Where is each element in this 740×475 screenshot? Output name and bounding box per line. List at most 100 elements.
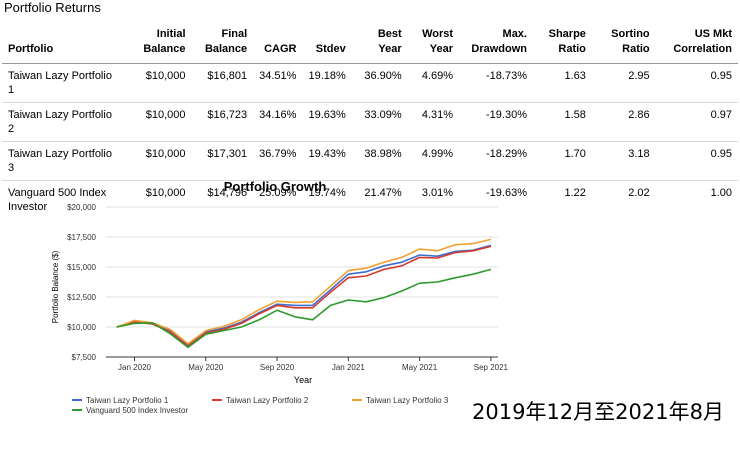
- cell-best-year: 21.47%: [364, 187, 402, 199]
- header-max-drawdown: Max. Drawdown: [459, 24, 533, 64]
- header-portfolio: Portfolio: [2, 24, 126, 64]
- cell-max-drawdown: -18.29%: [459, 141, 533, 181]
- y-tick-label: $10,000: [67, 323, 96, 332]
- cell-best-year: 36.90%: [351, 63, 408, 103]
- cell-final-balance: $16,723: [191, 102, 254, 142]
- cell-cagr: 25.09%: [259, 187, 297, 199]
- legend-item: Vanguard 500 Index Investor: [72, 406, 188, 415]
- table-row: Vanguard 500 Index Investor $10,000 $14,79…: [2, 181, 738, 220]
- cell-final-balance: $14,796: [207, 187, 248, 199]
- cell-final-balance: $17,301: [191, 141, 254, 181]
- table-row: Taiwan Lazy Portfolio 2 $10,000 $16,723 34.…: [2, 102, 738, 142]
- header-text: Sharpe: [548, 28, 586, 40]
- cell-initial-balance: $10,000: [125, 102, 192, 142]
- header-sharpe-ratio: Sharpe Ratio: [533, 24, 592, 64]
- header-text: Initial: [156, 28, 186, 40]
- series-line-3: [116, 238, 492, 345]
- cell-sharpe-ratio: 1.58: [533, 102, 592, 142]
- legend-item: Taiwan Lazy Portfolio 2: [212, 396, 309, 405]
- header-initial-balance: Initial Balance: [125, 24, 192, 64]
- header-text: Year: [378, 43, 402, 55]
- cell-sortino-ratio: 2.86: [591, 102, 656, 142]
- cell-worst-year: 3.01%: [421, 187, 454, 199]
- header-best-year: Best Year: [351, 24, 408, 64]
- header-final-balance: Final Balance: [191, 24, 254, 64]
- cell-sharpe-ratio: 1.63: [533, 63, 592, 103]
- date-range-caption: 2019年12月至2021年8月: [472, 400, 724, 424]
- legend-label: Taiwan Lazy Portfolio 3: [366, 396, 449, 405]
- y-tick-label: $15,000: [67, 263, 96, 272]
- cell-best-year: 33.09%: [351, 102, 408, 142]
- cell-sortino-ratio: 3.18: [591, 141, 656, 181]
- x-tick-label: May 2020: [188, 363, 224, 372]
- table-header-row: Portfolio Initial Balance Final Balance CA…: [2, 24, 738, 64]
- header-stdev: Stdev: [302, 24, 352, 64]
- header-worst-year: Worst Year: [407, 24, 460, 64]
- cell-sharpe-ratio: 1.70: [533, 141, 592, 181]
- cell-max-drawdown: -19.63%: [486, 187, 527, 199]
- section-title: Portfolio Returns: [4, 0, 101, 15]
- cell-portfolio: Taiwan Lazy Portfolio 1: [2, 63, 126, 103]
- cell-worst-year: 4.31%: [407, 102, 460, 142]
- portfolio-returns-table: Portfolio Initial Balance Final Balance CA…: [2, 24, 738, 219]
- header-text: Worst: [422, 28, 454, 40]
- header-cagr: CAGR: [253, 24, 303, 64]
- series-line-2: [116, 245, 492, 347]
- x-tick-label: Jan 2021: [332, 363, 365, 372]
- cell-sortino-ratio: 2.95: [591, 63, 656, 103]
- legend-item: Taiwan Lazy Portfolio 3: [352, 396, 449, 405]
- series-line-1: [116, 244, 492, 346]
- cell-us-mkt-correlation: 0.95: [655, 141, 738, 181]
- cell-us-mkt-correlation: 0.95: [655, 63, 738, 103]
- cell-portfolio: Taiwan Lazy Portfolio 3: [2, 141, 126, 181]
- y-axis-label: Portfolio Balance ($): [51, 250, 60, 323]
- cell-cagr: 36.79%: [253, 141, 303, 181]
- y-tick-label: $12,500: [67, 293, 96, 302]
- cell-initial-balance: $10,000: [125, 141, 192, 181]
- x-axis-label: Year: [294, 375, 312, 385]
- cell-initial-balance: $10,000: [125, 63, 192, 103]
- cell-worst-year: 4.99%: [407, 141, 460, 181]
- x-tick-label: Jan 2020: [118, 363, 151, 372]
- cell-sortino-ratio: 2.02: [628, 187, 650, 199]
- header-text: Balance: [204, 43, 248, 55]
- header-text: US Mkt: [694, 28, 732, 40]
- header-text: Max.: [502, 28, 527, 40]
- x-tick-label: Sep 2020: [260, 363, 295, 372]
- legend-item: Taiwan Lazy Portfolio 1: [72, 396, 169, 405]
- series-line-4: [116, 268, 492, 349]
- cell-stdev: 19.43%: [302, 141, 352, 181]
- x-tick-label: Sep 2021: [474, 363, 509, 372]
- y-tick-label: $7,500: [72, 353, 97, 362]
- cell-sharpe-ratio: 1.22: [564, 187, 586, 199]
- header-text: Balance: [143, 43, 186, 55]
- header-text: Final: [221, 28, 248, 40]
- cell-us-mkt-correlation: 1.00: [710, 187, 732, 199]
- cell-initial-balance: $10,000: [145, 187, 186, 199]
- table-row: Taiwan Lazy Portfolio 1 $10,000 $16,801 34.…: [2, 63, 738, 103]
- header-text: Sortino: [611, 28, 650, 40]
- header-text: Best: [377, 28, 402, 40]
- cell-stdev: 19.63%: [302, 102, 352, 142]
- header-sortino-ratio: Sortino Ratio: [591, 24, 656, 64]
- legend-label: Taiwan Lazy Portfolio 1: [86, 396, 169, 405]
- legend-label: Vanguard 500 Index Investor: [86, 406, 188, 415]
- header-text: Ratio: [622, 43, 650, 55]
- portfolio-growth-chart: Portfolio Growth $7,500 $10,000 $12,500 $15…: [51, 179, 509, 415]
- cell-portfolio: Taiwan Lazy Portfolio 2: [2, 102, 126, 142]
- cell-max-drawdown: -18.73%: [459, 63, 533, 103]
- cell-cagr: 34.16%: [253, 102, 303, 142]
- y-tick-label: $17,500: [67, 233, 96, 242]
- header-us-mkt-correlation: US Mkt Correlation: [655, 24, 738, 64]
- x-tick-label: May 2021: [402, 363, 438, 372]
- header-text: Ratio: [558, 43, 586, 55]
- table-row: Taiwan Lazy Portfolio 3 $10,000 $17,301 36.…: [2, 141, 738, 181]
- chart-title: Portfolio Growth: [224, 179, 327, 194]
- header-text: Year: [429, 43, 454, 55]
- cell-portfolio: Vanguard 500 Index Investor: [8, 187, 107, 213]
- header-text: Correlation: [673, 43, 732, 55]
- cell-cagr: 34.51%: [253, 63, 303, 103]
- cell-final-balance: $16,801: [191, 63, 254, 103]
- cell-worst-year: 4.69%: [407, 63, 460, 103]
- cell-stdev: 19.18%: [302, 63, 352, 103]
